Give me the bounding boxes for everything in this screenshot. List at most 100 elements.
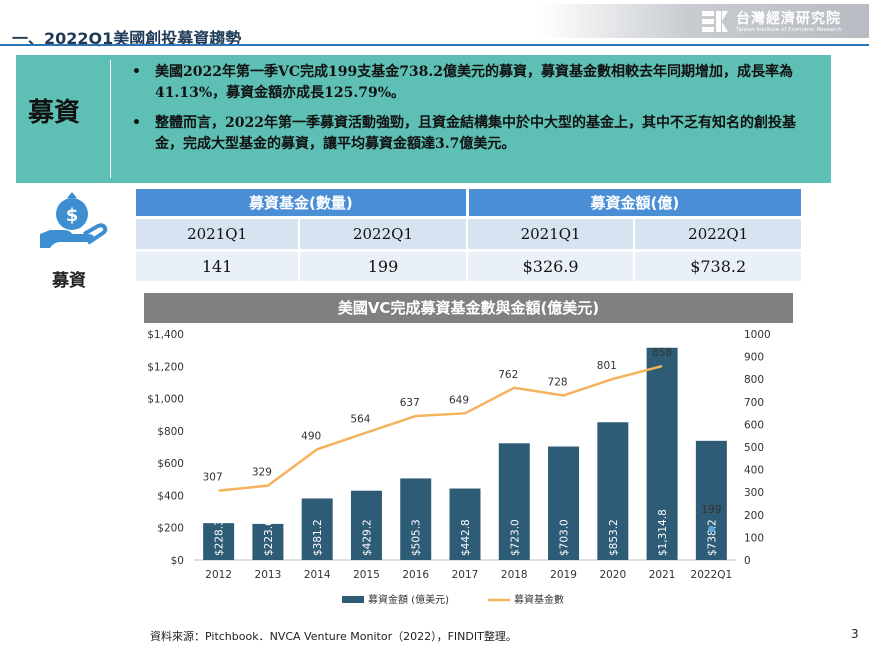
logo-chinese-text: 台灣經濟研究院 (736, 11, 841, 27)
bar (400, 478, 432, 560)
table-value-row: 141 199 $326.9 $738.2 (136, 249, 801, 281)
x-tick-label: 2013 (255, 569, 282, 581)
line-data-label: 637 (400, 397, 420, 409)
bar (597, 422, 629, 560)
bar (350, 490, 382, 560)
line-data-label: 728 (548, 376, 568, 388)
logo-english-text: Taiwan Institute of Economic Research (736, 27, 842, 33)
money-hand-icon: $ (40, 192, 108, 248)
bar (548, 446, 580, 560)
bullet-marker: • (132, 115, 141, 131)
bar-data-label: $381.2 (312, 519, 324, 556)
y-left-tick-label: $200 (157, 523, 184, 535)
x-tick-label: 2020 (599, 569, 626, 581)
bar-data-label: $1,314.8 (657, 509, 669, 556)
y-left-tick-label: $1,400 (147, 329, 184, 341)
legend-bar-label: 募資金額 (億美元) (368, 593, 449, 606)
period-cell: 2021Q1 (465, 216, 634, 249)
line-data-label: 490 (301, 430, 321, 442)
value-cell: $326.9 (465, 249, 634, 281)
summary-panel (16, 55, 831, 183)
y-right-tick-label: 1000 (744, 329, 771, 341)
y-right-tick-label: 800 (744, 374, 764, 386)
chart-title: 美國VC完成募資基金數與金額(億美元) (144, 293, 793, 323)
bar (203, 523, 235, 560)
y-right-tick-label: 400 (744, 465, 764, 477)
top-banner: 台灣經濟研究院 Taiwan Institute of Economic Res… (0, 0, 869, 42)
value-cell: $738.2 (633, 249, 801, 281)
bar-data-label: $853.2 (608, 519, 620, 556)
y-left-tick-label: $800 (157, 426, 184, 438)
bar-data-label: $228.3 (214, 519, 226, 556)
line-data-label: 649 (449, 394, 469, 406)
table-group-header-row: 募資基金(數量) 募資金額(億) (136, 189, 801, 216)
bar-data-label: $442.8 (460, 519, 472, 556)
bar-data-label: $703.0 (559, 519, 571, 556)
y-right-tick-label: 100 (744, 532, 764, 544)
y-right-tick-label: 500 (744, 442, 764, 454)
tier-logo-icon (702, 11, 728, 32)
period-cell: 2022Q1 (633, 216, 801, 249)
x-tick-label: 2012 (205, 569, 232, 581)
svg-text:$: $ (66, 205, 79, 226)
bar (252, 523, 284, 560)
header-fund-amount: 募資金額(億) (465, 189, 801, 216)
line-data-label: 307 (203, 472, 223, 484)
title-underline (0, 44, 869, 46)
source-note: 資料來源：Pitchbook．NVCA Venture Monitor（2022… (150, 630, 517, 643)
page-number: 3 (851, 627, 859, 641)
header-fund-count: 募資基金(數量) (136, 189, 466, 216)
y-left-tick-label: $1,200 (147, 361, 184, 373)
y-right-tick-label: 300 (744, 487, 764, 499)
bar-data-label: $223.6 (263, 519, 275, 556)
line-data-label: 762 (498, 369, 518, 381)
x-tick-label: 2021 (649, 569, 676, 581)
y-right-tick-label: 900 (744, 352, 764, 364)
value-cell: 141 (136, 249, 299, 281)
bar (646, 347, 678, 560)
period-cell: 2021Q1 (136, 216, 299, 249)
y-right-tick-label: 700 (744, 397, 764, 409)
y-left-tick-label: $1,000 (147, 394, 184, 406)
y-left-tick-label: $400 (157, 490, 184, 502)
bar (498, 443, 530, 560)
y-right-tick-label: 0 (744, 555, 751, 567)
x-tick-label: 2019 (550, 569, 577, 581)
bar (449, 488, 481, 560)
x-tick-label: 2015 (353, 569, 380, 581)
bar-data-label: $429.2 (361, 519, 373, 556)
line-data-label: 801 (597, 360, 617, 372)
table-period-row: 2021Q1 2022Q1 2021Q1 2022Q1 (136, 216, 801, 249)
bar-data-label: $505.3 (411, 519, 423, 556)
section-title: 一、2022Q1美國創投募資趨勢 (12, 29, 242, 48)
summary-bullet-1: 美國2022年第一季VC完成199支基金738.2億美元的募資，募資基金數相較去… (155, 64, 794, 101)
bullet-marker: • (132, 64, 141, 80)
fund-count-point (708, 525, 715, 533)
x-tick-label: 2014 (304, 569, 331, 581)
x-tick-label: 2017 (452, 569, 479, 581)
vc-fundraising-chart: $0 $200 $400 $600 $800 $1,000 $1,200 $1,400 0 100… (147, 329, 771, 606)
x-tick-label: 2022Q1 (691, 569, 733, 581)
y-right-tick-label: 600 (744, 419, 764, 431)
icon-label: 募資 (52, 271, 86, 291)
summary-bullet-2: 整體而言，2022年第一季募資活動強勁，且資金結構集中於中大型的基金上，其中不乏… (155, 115, 796, 152)
bar (301, 498, 333, 560)
summary-label: 募資 (28, 98, 81, 128)
bar-data-label: $738.2 (706, 519, 718, 556)
bar-data-label: $723.0 (509, 519, 521, 556)
period-cell: 2022Q1 (298, 216, 466, 249)
y-left-tick-label: $0 (171, 555, 184, 567)
legend-bar-swatch (342, 596, 364, 603)
y-left-tick-label: $600 (157, 458, 184, 470)
y-right-tick-label: 200 (744, 510, 764, 522)
x-tick-label: 2016 (402, 569, 429, 581)
summary-divider (110, 60, 111, 178)
fund-count-line (218, 364, 663, 492)
line-data-label: 564 (350, 414, 370, 426)
legend-line-label: 募資基金數 (514, 593, 564, 606)
logo: 台灣經濟研究院 Taiwan Institute of Economic Res… (700, 8, 865, 38)
point-data-label: 199 (701, 504, 721, 516)
x-tick-label: 2018 (501, 569, 528, 581)
summary-table: 募資基金(數量) 募資金額(億) 2021Q1 2022Q1 2021Q1 20… (136, 189, 801, 281)
value-cell: 199 (298, 249, 466, 281)
